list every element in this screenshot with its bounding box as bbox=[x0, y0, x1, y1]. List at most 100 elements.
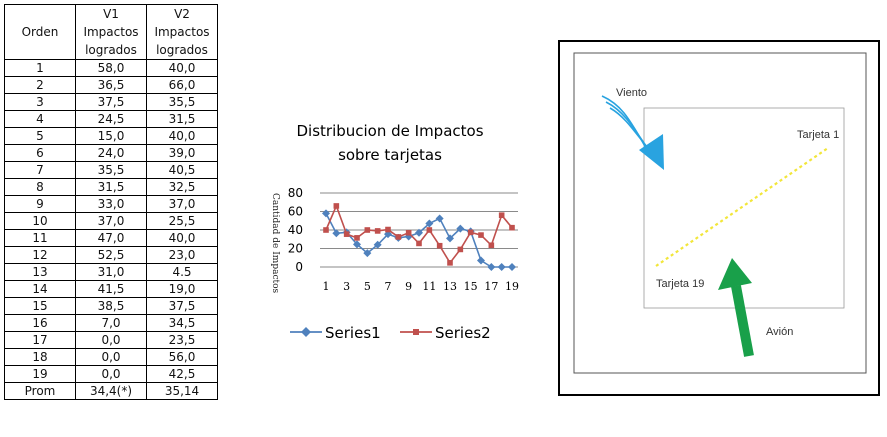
cell-v1: 7,0 bbox=[75, 314, 147, 332]
cell-v2: 40,0 bbox=[146, 59, 218, 77]
cell-orden: 2 bbox=[4, 76, 76, 94]
cell-v1: 35,5 bbox=[75, 161, 147, 179]
impacts-table: V1 V2 Orden Impactos Impactos logrados l… bbox=[4, 4, 218, 400]
cell-v2: 56,0 bbox=[146, 348, 218, 366]
header-orden-spacer bbox=[4, 4, 76, 23]
header-v2-line1: V2 bbox=[146, 4, 218, 23]
cell-v2: 42,5 bbox=[146, 365, 218, 383]
series1-point bbox=[446, 234, 454, 243]
table-row: 1 58,0 40,0 bbox=[4, 59, 218, 77]
series2-point bbox=[436, 242, 443, 249]
cell-v1: 58,0 bbox=[75, 59, 147, 77]
series1-point bbox=[332, 229, 341, 238]
wind-arrowhead bbox=[639, 134, 664, 170]
footer-v1: 34,4(*) bbox=[75, 382, 147, 400]
header-v2-line2: Impactos bbox=[146, 23, 218, 41]
series1-point bbox=[415, 228, 423, 237]
chart-legend: Series1 Series2 bbox=[290, 324, 491, 340]
table-row: 2 36,5 66,0 bbox=[4, 76, 218, 94]
cell-v1: 37,0 bbox=[75, 212, 147, 230]
plane-arrow bbox=[718, 258, 754, 357]
footer-label: Prom bbox=[4, 382, 76, 400]
series1-point bbox=[487, 263, 496, 271]
series1-point bbox=[456, 224, 465, 233]
cell-v2: 39,0 bbox=[146, 144, 218, 162]
series2-point bbox=[323, 227, 329, 233]
cell-v1: 15,0 bbox=[75, 127, 147, 145]
cell-v1: 33,0 bbox=[75, 195, 147, 213]
cell-v2: 23,5 bbox=[146, 331, 218, 349]
cell-orden: 12 bbox=[4, 246, 76, 264]
cell-v2: 32,5 bbox=[146, 178, 218, 196]
wind-arrow bbox=[601, 95, 664, 170]
cell-v1: 31,0 bbox=[75, 263, 147, 281]
cell-orden: 15 bbox=[4, 297, 76, 315]
series1-point bbox=[373, 240, 382, 249]
cell-orden: 7 bbox=[4, 161, 76, 179]
y-tick-label: 20 bbox=[288, 242, 303, 256]
footer-v2: 35,14 bbox=[146, 382, 218, 400]
x-tick-label: 3 bbox=[343, 280, 350, 293]
series2-point bbox=[498, 212, 505, 218]
cell-v1: 47,0 bbox=[75, 229, 147, 247]
series2-point bbox=[374, 228, 381, 234]
chart-title-line1: Distribucion de Impactos bbox=[296, 122, 483, 140]
y-tick-label: 40 bbox=[288, 223, 303, 237]
series2-point bbox=[457, 246, 464, 253]
header-v1-line3: logrados bbox=[75, 41, 147, 60]
x-tick-label: 7 bbox=[385, 280, 392, 293]
cell-orden: 3 bbox=[4, 93, 76, 111]
inner-frame bbox=[573, 52, 867, 374]
cell-v2: 34,5 bbox=[146, 314, 218, 332]
cell-v2: 37,0 bbox=[146, 195, 218, 213]
table-row: 13 31,0 4.5 bbox=[4, 263, 218, 281]
table-row: 4 24,5 31,5 bbox=[4, 110, 218, 128]
series1-point bbox=[353, 240, 361, 249]
series2-point bbox=[416, 240, 422, 247]
impacts-chart: Distribucion de Impactos sobre tarjetas … bbox=[270, 122, 519, 340]
cell-v1: 52,5 bbox=[75, 246, 147, 264]
x-tick-label: 9 bbox=[405, 280, 412, 293]
series1-point bbox=[425, 219, 434, 228]
cell-orden: 9 bbox=[4, 195, 76, 213]
y-tick-label: 60 bbox=[288, 205, 303, 219]
table-row: 3 37,5 35,5 bbox=[4, 93, 218, 111]
series2-point bbox=[354, 235, 360, 241]
table-row: 11 47,0 40,0 bbox=[4, 229, 218, 247]
table-row: 10 37,0 25,5 bbox=[4, 212, 218, 230]
cell-orden: 1 bbox=[4, 59, 76, 77]
cell-orden: 11 bbox=[4, 229, 76, 247]
series2-point bbox=[343, 231, 350, 237]
cell-orden: 8 bbox=[4, 178, 76, 196]
cell-v2: 35,5 bbox=[146, 93, 218, 111]
cell-v1: 36,5 bbox=[75, 76, 147, 94]
table-row: 9 33,0 37,0 bbox=[4, 195, 218, 213]
cell-v2: 66,0 bbox=[146, 76, 218, 94]
x-tick-label: 1 bbox=[323, 280, 330, 293]
card-bottom-label: Tarjeta 19 bbox=[656, 278, 704, 290]
card-top-label: Tarjeta 1 bbox=[797, 129, 839, 141]
x-tick-label: 17 bbox=[484, 280, 498, 293]
cell-orden: 6 bbox=[4, 144, 76, 162]
header-v1-line2: Impactos bbox=[75, 23, 147, 41]
series2-point bbox=[426, 227, 433, 233]
x-tick-label: 13 bbox=[443, 280, 457, 293]
series1-point bbox=[322, 209, 330, 218]
experiment-diagram: Viento Tarjeta 1 Tarjeta 19 Avión bbox=[558, 40, 880, 396]
table-row: 6 24,0 39,0 bbox=[4, 144, 218, 162]
series2-point bbox=[488, 242, 495, 249]
series2-point bbox=[509, 224, 515, 231]
cell-orden: 17 bbox=[4, 331, 76, 349]
table-row: 15 38,5 37,5 bbox=[4, 297, 218, 315]
series2-point bbox=[478, 232, 484, 238]
cell-v1: 37,5 bbox=[75, 93, 147, 111]
cell-v1: 31,5 bbox=[75, 178, 147, 196]
cell-v2: 23,0 bbox=[146, 246, 218, 264]
x-tick-label: 15 bbox=[464, 280, 478, 293]
table-row: 14 41,5 19,0 bbox=[4, 280, 218, 298]
series1-point bbox=[363, 249, 372, 258]
table-row: 17 0,0 23,5 bbox=[4, 331, 218, 349]
cell-v2: 40,0 bbox=[146, 127, 218, 145]
table-row: 5 15,0 40,0 bbox=[4, 127, 218, 145]
